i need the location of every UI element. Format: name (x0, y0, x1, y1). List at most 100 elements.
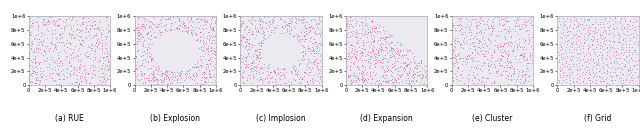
Point (256, 67, 266, 69)
Point (274, 77, 284, 79)
Point (102, 68, 113, 70)
Point (26, 80, 36, 82)
Point (247, 33, 257, 35)
Point (563, 39, 573, 41)
Point (505, 66, 515, 68)
Point (605, 32, 615, 35)
Point (250, 27, 260, 29)
Point (135, 33, 145, 35)
Point (147, 57, 157, 59)
Point (528, 72, 538, 74)
Point (148, 76, 159, 78)
Point (447, 76, 458, 78)
Point (516, 23, 527, 25)
Point (475, 68, 485, 70)
Point (292, 38, 302, 40)
Point (518, 59, 529, 61)
Point (502, 74, 513, 76)
Point (237, 81, 248, 83)
Point (65, 47, 75, 49)
Point (527, 24, 537, 26)
Point (584, 43, 594, 46)
Point (616, 18, 626, 21)
Point (608, 32, 618, 34)
Point (316, 76, 326, 78)
Point (296, 18, 306, 20)
Point (450, 54, 460, 56)
Point (608, 66, 618, 68)
Point (238, 45, 248, 47)
Point (310, 40, 321, 43)
Point (140, 77, 150, 79)
Point (369, 27, 379, 29)
Point (633, 42, 640, 45)
Point (561, 49, 571, 51)
Point (192, 62, 202, 64)
Point (101, 65, 111, 67)
Point (582, 45, 593, 47)
Point (143, 46, 153, 48)
Point (50, 66, 60, 68)
Point (312, 64, 323, 66)
Point (195, 64, 205, 66)
Point (376, 65, 386, 67)
Point (254, 42, 264, 44)
Point (602, 47, 612, 49)
Point (55, 36, 65, 39)
Point (517, 69, 527, 71)
Point (132, 27, 142, 29)
Point (350, 55, 360, 58)
Point (412, 79, 422, 82)
Point (351, 74, 362, 77)
Point (174, 19, 184, 22)
Point (490, 65, 500, 67)
Point (248, 73, 258, 75)
Point (309, 59, 319, 61)
Point (102, 35, 112, 37)
Point (198, 42, 209, 44)
Point (104, 66, 114, 68)
Point (207, 27, 217, 29)
Point (244, 45, 254, 48)
Point (452, 67, 462, 69)
Point (497, 55, 507, 57)
Point (239, 45, 250, 48)
Point (555, 23, 565, 25)
Point (251, 70, 261, 72)
Point (392, 57, 403, 60)
Point (358, 48, 369, 50)
Point (406, 61, 416, 64)
Point (396, 74, 406, 76)
Point (480, 50, 490, 52)
Point (474, 42, 484, 44)
Point (630, 41, 640, 43)
Point (489, 82, 499, 84)
Point (620, 83, 630, 85)
Point (400, 61, 410, 63)
Point (408, 57, 418, 59)
Point (131, 42, 141, 45)
Point (572, 77, 582, 79)
Point (356, 69, 367, 72)
Point (286, 70, 296, 73)
Point (249, 76, 259, 78)
Point (172, 81, 182, 83)
Point (364, 31, 374, 33)
Point (503, 20, 513, 22)
Point (104, 64, 114, 66)
Point (40, 45, 50, 47)
Point (516, 54, 526, 56)
Point (186, 24, 196, 26)
Point (28, 51, 38, 53)
Point (370, 62, 380, 64)
Point (354, 79, 364, 81)
Point (105, 78, 115, 80)
Point (303, 47, 314, 49)
Point (74, 65, 84, 68)
Point (47, 29, 57, 31)
Point (376, 60, 386, 62)
Point (51, 59, 61, 61)
Point (453, 65, 463, 68)
Point (373, 54, 383, 56)
Point (55, 59, 65, 62)
